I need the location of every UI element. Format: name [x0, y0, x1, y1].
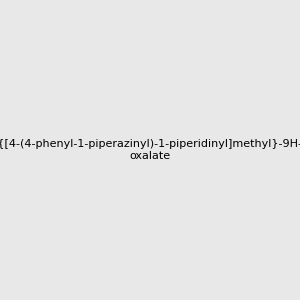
- Text: 9-ethyl-3-{[4-(4-phenyl-1-piperazinyl)-1-piperidinyl]methyl}-9H-carbazole oxalat: 9-ethyl-3-{[4-(4-phenyl-1-piperazinyl)-1…: [0, 139, 300, 161]
